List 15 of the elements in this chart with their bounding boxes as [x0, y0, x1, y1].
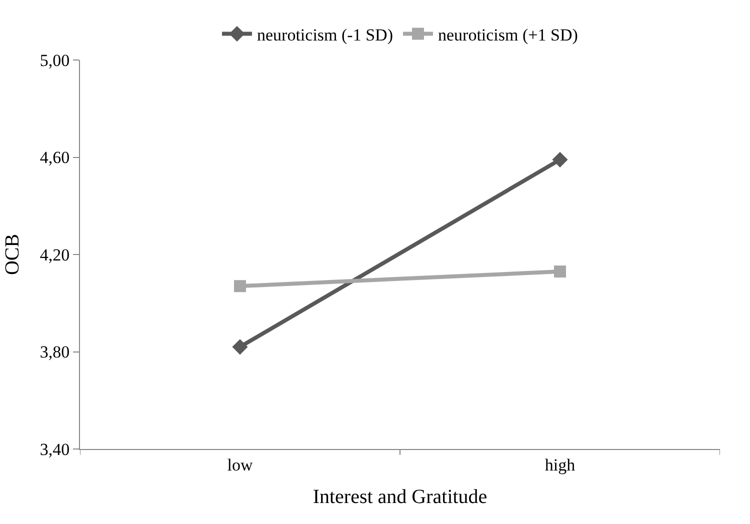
point — [554, 266, 566, 278]
x-tick-label: high — [544, 455, 576, 474]
legend-label: neuroticism (-1 SD) — [257, 25, 393, 44]
y-axis-title: OCB — [1, 234, 24, 276]
y-tick-label: 4,20 — [40, 245, 70, 264]
point — [234, 280, 246, 292]
y-tick-label: 3,40 — [40, 440, 70, 459]
y-tick-label: 3,80 — [40, 342, 70, 362]
x-tick-label: low — [227, 455, 254, 474]
point — [552, 152, 568, 168]
y-tick-label: 5,00 — [40, 50, 70, 70]
point — [232, 339, 248, 355]
legend-label: neuroticism (+1 SD) — [438, 25, 578, 44]
y-tick-label: 4,60 — [40, 148, 70, 168]
x-axis-title: Interest and Gratitude — [312, 486, 488, 508]
